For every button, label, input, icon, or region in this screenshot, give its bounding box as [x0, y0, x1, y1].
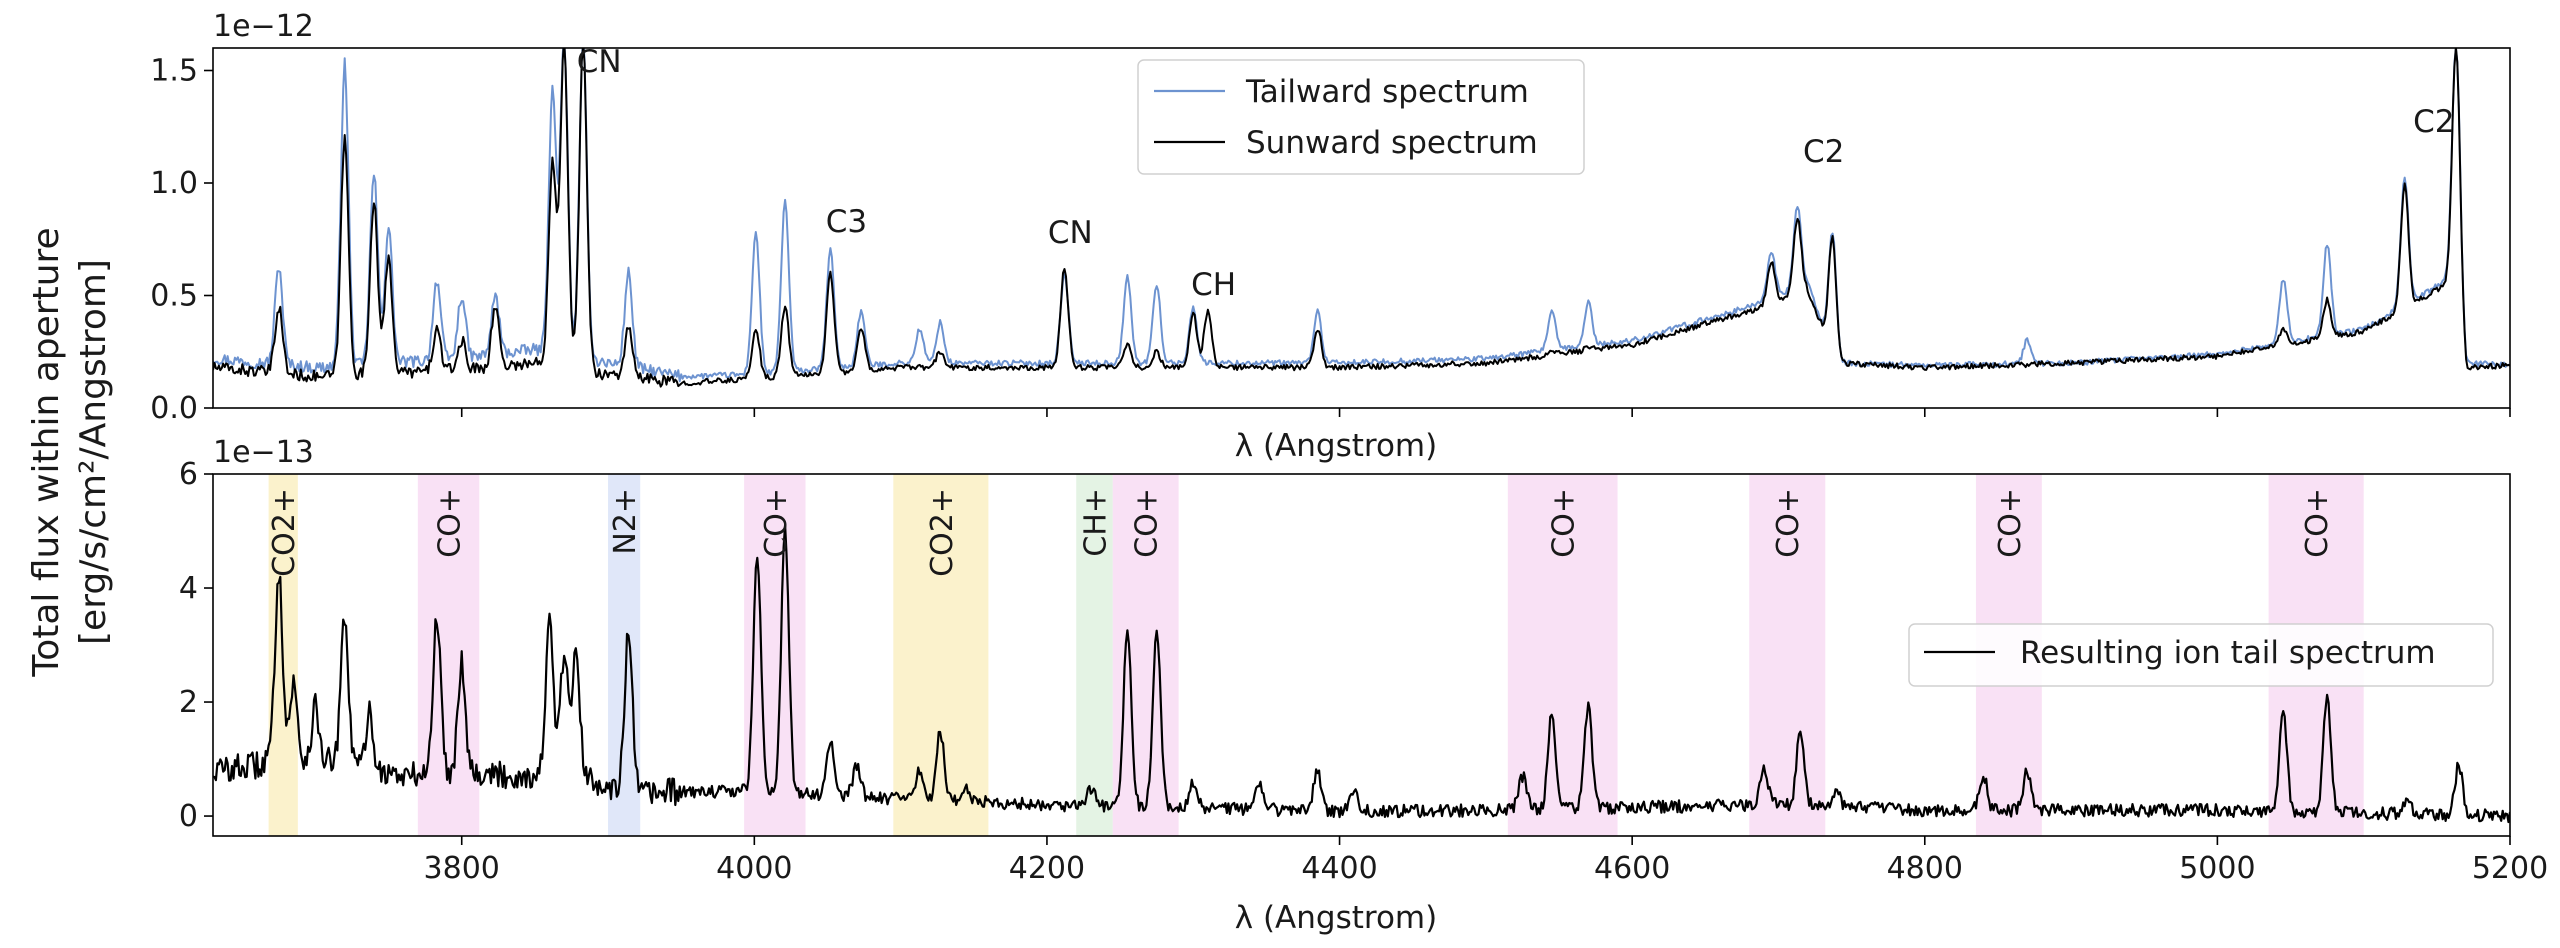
- top-legend-box: [1137, 59, 1585, 175]
- band-label-5: CH+: [1078, 488, 1113, 557]
- band-label-10: CO+: [2300, 488, 2335, 558]
- x-tick-label: 4200: [1009, 851, 1085, 886]
- bottom-axes-frame: [212, 473, 2511, 837]
- x-tick-label: 5000: [2179, 851, 2255, 886]
- top-annotations: CN C3 CN CH C2 C2: [577, 44, 2455, 303]
- bottom-series-group: [213, 523, 2510, 824]
- top-panel: CN C3 CN CH C2 C2 0.0 0.5 1.0 1.5 1e−12 λ (Angst…: [150, 9, 2511, 464]
- line-label-cn-2: CN: [1048, 215, 1093, 251]
- bottom-bands: [268, 474, 2364, 836]
- band-n2-plus-2: [608, 474, 641, 836]
- band-co-plus-6: [1112, 474, 1179, 836]
- band-label-3: CO+: [759, 488, 794, 558]
- top-offset-label: 1e−12: [213, 9, 314, 44]
- y-tick-label: 2: [179, 685, 198, 720]
- y-tick-label: 1.0: [150, 166, 198, 201]
- series-line-resulting-ion-tail-spectrum: [213, 523, 2510, 824]
- top-x-ticks: [460, 408, 2511, 417]
- y-tick-label: 1.5: [150, 54, 198, 89]
- y-tick-label: 4: [179, 571, 198, 606]
- top-axes-frame: [212, 47, 2511, 409]
- x-tick-label: 4400: [1301, 851, 1377, 886]
- y-tick-label: 0.0: [150, 391, 198, 426]
- top-x-axis-label: λ (Angstrom): [1235, 428, 1437, 464]
- y-tick-label: 0: [179, 799, 198, 834]
- series-line-sunward-spectrum: [213, 48, 2510, 388]
- legend-label-tailward: Tailward spectrum: [1245, 74, 1529, 110]
- line-label-c2-5: C2: [2413, 104, 2454, 140]
- top-series-group: [213, 48, 2510, 388]
- top-legend: Tailward spectrum Sunward spectrum: [1137, 59, 1585, 175]
- x-tick-label: 4600: [1594, 851, 1670, 886]
- band-label-4: CO2+: [925, 488, 960, 577]
- bottom-x-axis-label: λ (Angstrom): [1235, 900, 1437, 936]
- bottom-y-ticks: 0 2 4 6: [179, 457, 213, 834]
- series-line-tailward-spectrum: [213, 48, 2510, 383]
- band-label-6: CO+: [1130, 488, 1165, 558]
- bottom-legend: Resulting ion tail spectrum: [1908, 623, 2494, 687]
- bottom-legend-box: [1908, 623, 2494, 687]
- band-label-0: CO2+: [267, 488, 302, 577]
- line-label-c3-1: C3: [826, 204, 867, 240]
- y-axis-label-line2: [erg/s/cm²/Angstrom]: [73, 259, 114, 645]
- band-label-2: N2+: [608, 488, 643, 555]
- line-label-ch-3: CH: [1191, 267, 1236, 303]
- bottom-panel: CO2+ CO+ N2+ CO+ CO2+ CH+ CO+ CO+ CO+ CO+ CO+ 0246…: [179, 435, 2548, 936]
- bottom-offset-label: 1e−13: [213, 435, 314, 470]
- legend-label-ion-tail: Resulting ion tail spectrum: [2020, 635, 2436, 671]
- band-ch-plus-5: [1076, 474, 1113, 836]
- band-label-7: CO+: [1547, 488, 1582, 558]
- bottom-x-ticks: 3800 4000 4200 4400 4600 4800 5000 5200: [424, 836, 2548, 886]
- legend-label-sunward: Sunward spectrum: [1246, 125, 1538, 161]
- y-axis-label-line1: Total flux within aperture: [26, 227, 67, 677]
- band-co2-plus-4: [893, 474, 989, 836]
- band-label-8: CO+: [1771, 488, 1806, 558]
- band-label-9: CO+: [1993, 488, 2028, 558]
- x-tick-label: 3800: [424, 851, 500, 886]
- line-label-cn-0: CN: [577, 44, 622, 80]
- y-tick-label: 6: [179, 457, 198, 492]
- x-tick-label: 4000: [716, 851, 792, 886]
- x-tick-label: 5200: [2472, 851, 2548, 886]
- top-y-ticks: 0.0 0.5 1.0 1.5: [150, 54, 213, 426]
- x-tick-label: 4800: [1887, 851, 1963, 886]
- y-tick-label: 0.5: [150, 279, 198, 314]
- band-co-plus-7: [1507, 474, 1618, 836]
- band-label-1: CO+: [433, 488, 468, 558]
- bottom-band-labels: CO2+ CO+ N2+ CO+ CO2+ CH+ CO+ CO+ CO+ CO+ CO+: [267, 488, 2335, 577]
- line-label-c2-4: C2: [1803, 134, 1844, 170]
